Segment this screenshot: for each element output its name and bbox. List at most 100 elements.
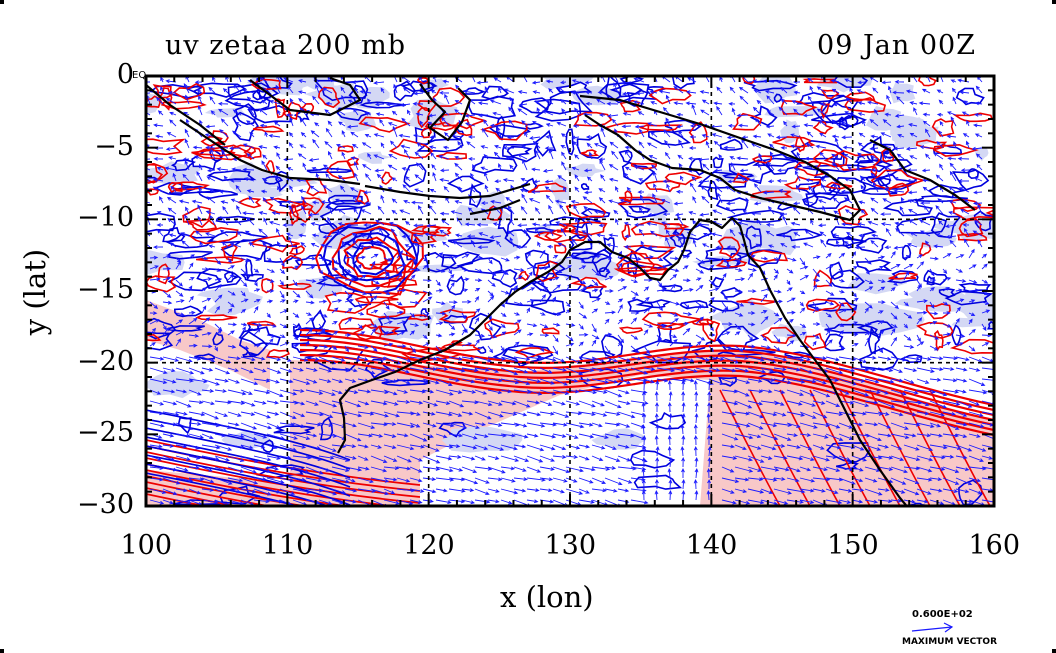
wind-vector bbox=[448, 323, 456, 330]
wind-vector bbox=[240, 268, 248, 276]
wind-vector bbox=[344, 477, 356, 483]
positive-contour bbox=[794, 135, 806, 153]
negative-contour bbox=[829, 261, 843, 280]
wind-vector bbox=[474, 333, 486, 338]
negative-contour bbox=[469, 183, 482, 208]
wind-vector bbox=[383, 271, 389, 281]
wind-vector bbox=[448, 433, 464, 438]
jet-band-contour bbox=[299, 348, 994, 427]
wind-vector bbox=[243, 177, 255, 182]
wind-vector bbox=[706, 412, 711, 424]
wind-vector bbox=[884, 245, 892, 250]
wind-vector bbox=[688, 146, 696, 150]
wind-vector bbox=[916, 433, 932, 438]
wind-vector bbox=[292, 477, 307, 482]
wind-vector bbox=[552, 400, 566, 406]
negative-streak-contour bbox=[146, 409, 351, 461]
timor-coastline bbox=[469, 198, 521, 216]
wind-vector bbox=[773, 455, 788, 460]
wind-vector bbox=[874, 109, 879, 116]
wind-vector bbox=[552, 477, 568, 483]
wind-vector bbox=[359, 244, 372, 249]
negative-contour bbox=[471, 156, 518, 174]
wind-vector bbox=[647, 122, 658, 127]
negative-contour bbox=[319, 416, 334, 441]
wind-vector bbox=[653, 183, 658, 193]
wind-vector bbox=[450, 210, 463, 215]
wind-vector bbox=[168, 156, 177, 160]
wind-vector bbox=[529, 136, 541, 140]
wind-vector bbox=[539, 411, 555, 416]
wind-vector bbox=[556, 121, 567, 127]
wind-vector bbox=[409, 499, 423, 504]
wind-vector bbox=[825, 488, 839, 494]
wind-vector bbox=[617, 277, 626, 282]
wind-vector bbox=[220, 200, 229, 205]
wind-vector bbox=[851, 342, 859, 347]
wind-vector bbox=[357, 389, 372, 394]
wind-vector bbox=[400, 144, 411, 149]
equator-label: EQ bbox=[132, 70, 147, 81]
wind-vector bbox=[695, 257, 705, 264]
wind-vector bbox=[578, 341, 584, 347]
wind-vector bbox=[526, 422, 546, 428]
wind-vector bbox=[197, 204, 203, 215]
wind-vector bbox=[206, 176, 216, 182]
wind-vector bbox=[188, 455, 201, 460]
negative-contour bbox=[886, 270, 919, 284]
wind-vector bbox=[409, 267, 421, 272]
corner-mark bbox=[0, 0, 4, 4]
wind-vector bbox=[929, 400, 947, 409]
wind-vector bbox=[240, 422, 258, 430]
wind-vector bbox=[175, 499, 192, 505]
wind-vector bbox=[318, 400, 338, 408]
wind-vector bbox=[396, 272, 403, 281]
wind-vector bbox=[464, 222, 476, 227]
wind-vector bbox=[803, 242, 814, 248]
wind-vector bbox=[513, 275, 523, 281]
wind-vector bbox=[441, 116, 450, 127]
wind-vector bbox=[877, 265, 884, 270]
wind-vector bbox=[807, 95, 814, 105]
wind-vector bbox=[890, 411, 904, 417]
wind-vector bbox=[565, 466, 584, 473]
wind-vector bbox=[968, 455, 984, 462]
wind-vector bbox=[357, 433, 373, 438]
wind-vector bbox=[734, 488, 748, 494]
wind-vector bbox=[201, 488, 215, 492]
wind-vector bbox=[812, 255, 821, 260]
wind-vector bbox=[672, 232, 684, 237]
y-tick-label: −25 bbox=[77, 417, 134, 449]
wind-vector bbox=[935, 174, 944, 182]
wind-vector bbox=[240, 466, 257, 474]
wind-vector bbox=[968, 444, 987, 452]
wind-vector bbox=[747, 433, 762, 439]
wind-vector bbox=[396, 310, 404, 315]
wind-vector bbox=[274, 175, 281, 182]
wind-vector bbox=[851, 321, 859, 326]
wind-vector bbox=[864, 400, 879, 405]
wind-vector bbox=[351, 232, 359, 237]
wind-vector bbox=[820, 238, 827, 248]
wind-vector bbox=[630, 400, 649, 405]
wind-vector bbox=[721, 477, 740, 484]
wind-vector bbox=[617, 378, 631, 385]
wind-vector bbox=[331, 455, 350, 462]
wind-vector bbox=[747, 367, 766, 374]
wind-vector bbox=[916, 284, 921, 292]
wind-vector bbox=[461, 328, 467, 336]
wind-vector bbox=[669, 256, 680, 261]
wind-vector bbox=[890, 301, 899, 309]
wind-vector bbox=[370, 279, 380, 285]
wind-vector bbox=[773, 389, 786, 394]
wind-vector bbox=[214, 433, 226, 438]
wind-vector bbox=[188, 356, 202, 361]
wind-vector bbox=[916, 411, 930, 416]
wind-vector bbox=[492, 111, 502, 116]
wind-vector bbox=[561, 161, 567, 171]
wind-vector bbox=[435, 321, 444, 326]
wind-vector bbox=[591, 488, 607, 493]
wind-vector bbox=[681, 456, 686, 468]
wind-vector bbox=[890, 498, 903, 503]
wind-vector bbox=[890, 250, 896, 259]
